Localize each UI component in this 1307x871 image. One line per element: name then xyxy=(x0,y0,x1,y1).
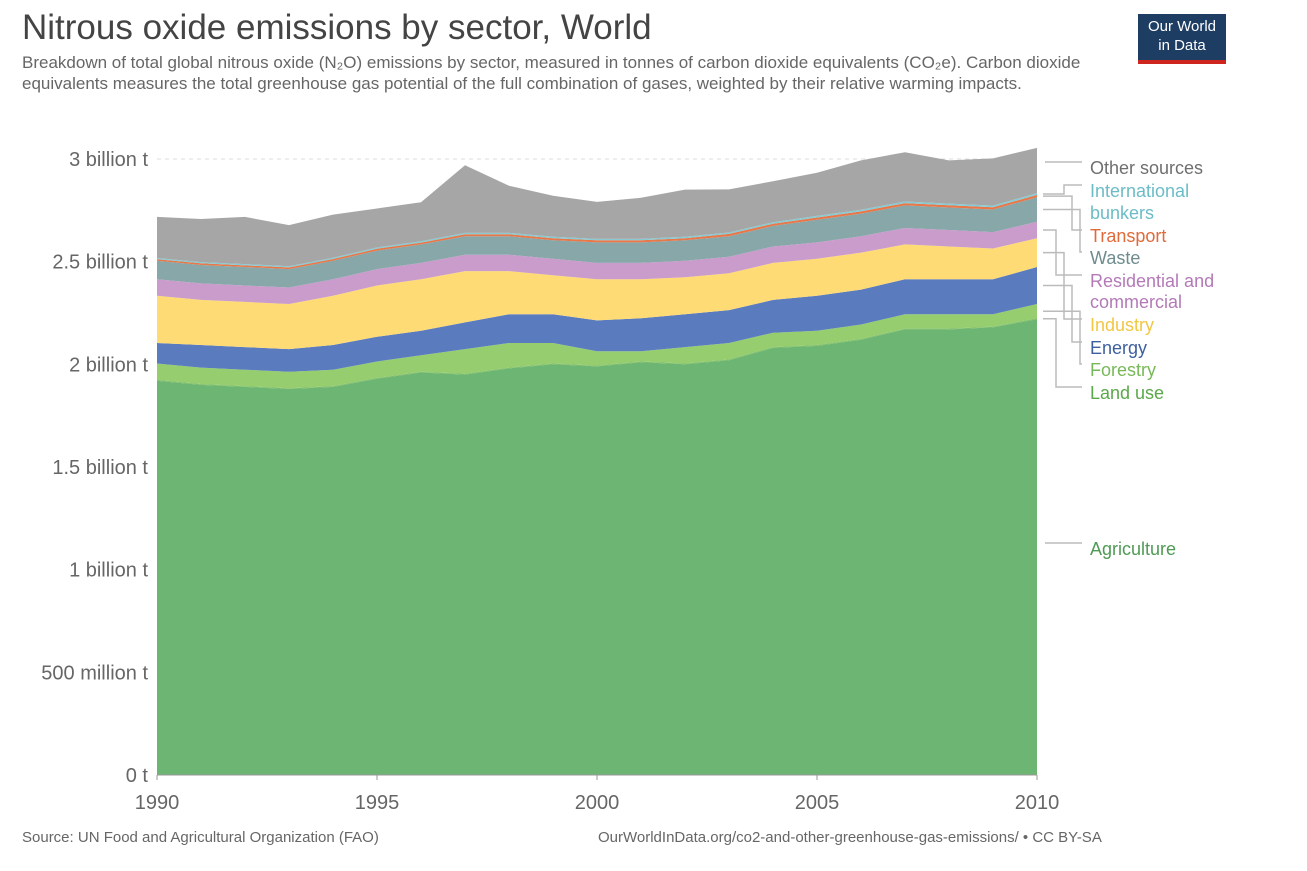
legend-label-residential-and-commercial[interactable]: Residential and commercial xyxy=(1090,271,1214,312)
y-tick-label: 500 million t xyxy=(41,662,148,684)
y-tick-label: 2 billion t xyxy=(69,354,148,376)
chart-subtitle: Breakdown of total global nitrous oxide … xyxy=(22,53,1081,93)
area-industry[interactable] xyxy=(157,238,1037,350)
y-tick-label: 1 billion t xyxy=(69,560,148,582)
x-tick-label: 2000 xyxy=(575,792,620,814)
area-energy[interactable] xyxy=(157,267,1037,372)
x-tick-label: 1995 xyxy=(355,792,400,814)
logo-line1: Our World xyxy=(1147,18,1217,35)
legend-label-land-use[interactable]: Land use xyxy=(1090,383,1164,403)
chart-title: Nitrous oxide emissions by sector, World xyxy=(22,8,652,47)
x-tick-label: 2005 xyxy=(795,792,840,814)
x-tick-label: 2010 xyxy=(1015,792,1060,814)
legend-label-forestry[interactable]: Forestry xyxy=(1090,360,1156,380)
legend-connector xyxy=(1043,317,1082,388)
legend: Other sources International bunkers Transpo… xyxy=(1043,158,1214,559)
legend-label-waste[interactable]: Waste xyxy=(1090,248,1140,268)
y-tick-label: 1.5 billion t xyxy=(52,457,148,479)
legend-connector xyxy=(1043,208,1082,253)
area-agriculture[interactable] xyxy=(157,319,1037,775)
y-tick-label: 3 billion t xyxy=(69,149,148,171)
source-text: Source: UN Food and Agricultural Organiz… xyxy=(22,829,379,846)
stacked-areas xyxy=(157,147,1037,775)
legend-label-transport[interactable]: Transport xyxy=(1090,226,1166,246)
legend-connector xyxy=(1043,310,1082,365)
legend-connector xyxy=(1043,184,1082,195)
legend-label-agriculture[interactable]: Agriculture xyxy=(1090,539,1176,559)
legend-label-international-bunkers[interactable]: International bunkers xyxy=(1090,181,1189,223)
logo-line2: in Data xyxy=(1158,37,1206,54)
legend-connector xyxy=(1043,284,1082,343)
owid-logo[interactable]: Our World in Data xyxy=(1138,14,1226,64)
axes: 0 t 500 million t 1 billion t 1.5 billion t… xyxy=(41,149,1059,814)
legend-connector xyxy=(1043,195,1082,231)
y-tick-label: 0 t xyxy=(126,765,149,787)
y-tick-label: 2.5 billion t xyxy=(52,252,148,274)
x-tick-label: 1990 xyxy=(135,792,180,814)
legend-label-other-sources[interactable]: Other sources xyxy=(1090,158,1203,178)
area-other-sources[interactable] xyxy=(157,147,1037,267)
area-waste[interactable] xyxy=(157,197,1037,288)
legend-label-industry[interactable]: Industry xyxy=(1090,315,1154,335)
area-forestry[interactable] xyxy=(157,304,1037,389)
source-url[interactable]: OurWorldInData.org/co2-and-other-greenho… xyxy=(598,829,1102,846)
legend-label-energy[interactable]: Energy xyxy=(1090,338,1147,358)
area-transport[interactable] xyxy=(157,194,1037,270)
